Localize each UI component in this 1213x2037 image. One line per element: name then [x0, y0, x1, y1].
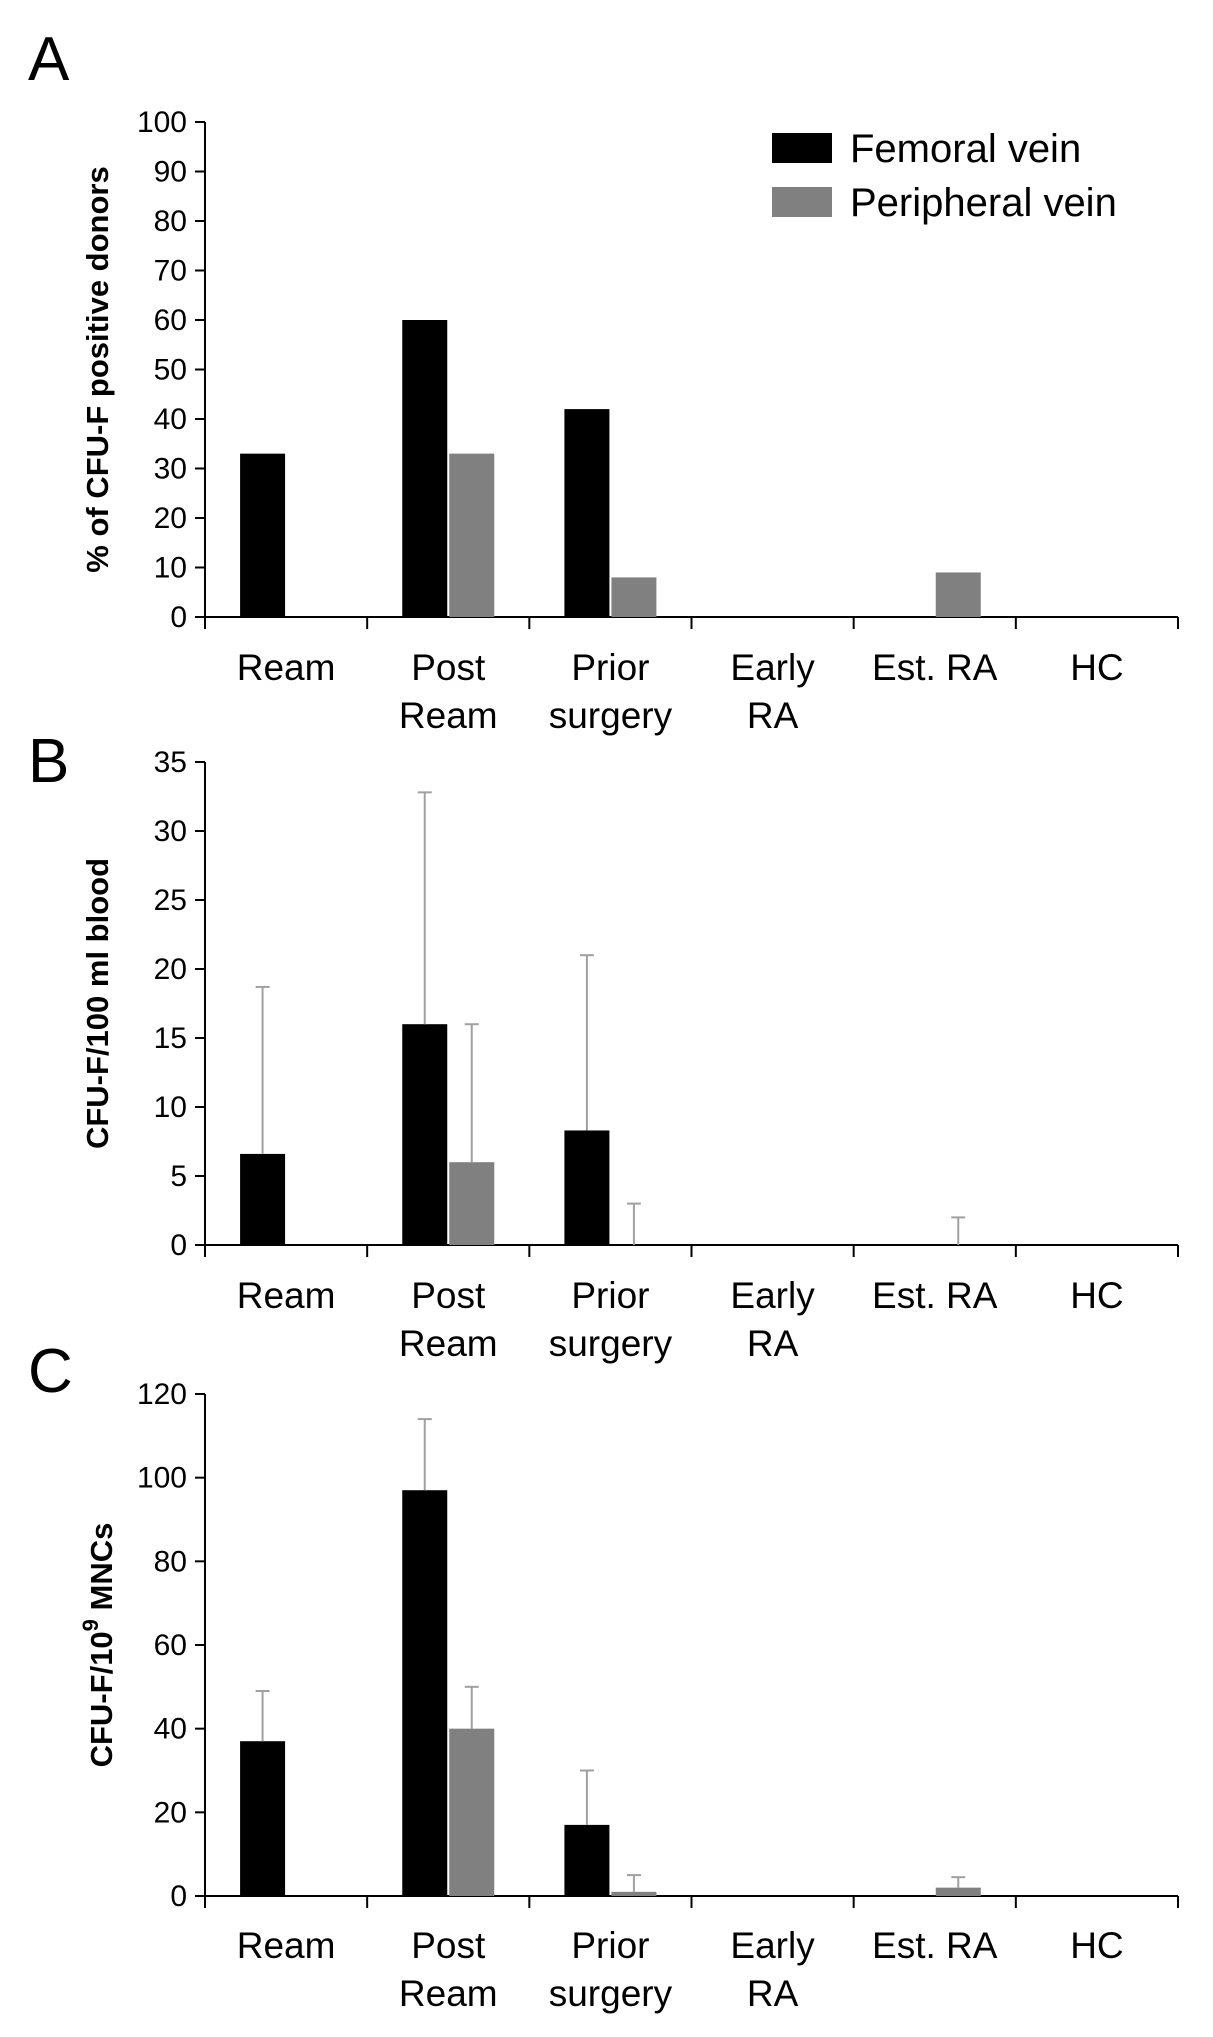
x-category-label: Prior — [571, 1275, 649, 1316]
y-tick-label: 60 — [154, 1629, 187, 1662]
y-tick-label: 25 — [154, 884, 187, 917]
y-axis-label: CFU-F/109 MNCs — [78, 1523, 119, 1768]
panel-c: C 0 20 40 60 80 100 120 Ream Post Ream Prior surgery… — [28, 1337, 1179, 2014]
bar-femoral — [240, 1153, 286, 1245]
x-category-label: Early — [730, 1925, 815, 1966]
y-axis-label: CFU-F/100 ml blood — [80, 858, 115, 1149]
y-tick-label: 5 — [170, 1160, 187, 1193]
y-tick-label: 30 — [154, 815, 187, 848]
x-category-label: Post — [411, 647, 486, 688]
y-tick-label: 30 — [154, 453, 187, 486]
legend-label: Femoral vein — [850, 127, 1081, 171]
x-category-label: HC — [1070, 1275, 1123, 1316]
bar-femoral — [402, 320, 448, 617]
x-category-label: Ream — [399, 1323, 498, 1364]
y-tick-label: 40 — [154, 403, 187, 436]
bar-peripheral — [449, 1728, 495, 1896]
x-category-label: surgery — [549, 695, 673, 736]
y-tick-label: 100 — [137, 1462, 187, 1495]
bar-peripheral — [449, 453, 495, 617]
y-axis-label-prefix: CFU-F/10 — [84, 1631, 119, 1767]
x-category-label: Prior — [571, 647, 649, 688]
panel-letter: A — [28, 25, 70, 94]
y-tick-label: 20 — [154, 953, 187, 986]
legend-label: Peripheral vein — [850, 181, 1117, 225]
x-category-label: HC — [1070, 1925, 1123, 1966]
x-category-label: Ream — [399, 695, 498, 736]
x-category-label: surgery — [549, 1323, 673, 1364]
y-tick-label: 90 — [154, 156, 187, 189]
y-tick-label: 35 — [154, 746, 187, 779]
x-category-label: Ream — [399, 1973, 498, 2014]
y-tick-label: 0 — [170, 601, 187, 634]
y-tick-label: 0 — [170, 1229, 187, 1262]
bar-peripheral — [935, 1887, 981, 1896]
bar-femoral — [564, 1130, 610, 1245]
x-category-label: Prior — [571, 1925, 649, 1966]
bar-femoral — [240, 453, 286, 617]
x-category-label: Ream — [237, 647, 336, 688]
x-category-label: Est. RA — [872, 1925, 998, 1966]
panel-b: B 0 5 10 15 20 25 30 35 Ream Post Ream Prior surgery E… — [28, 727, 1179, 1364]
x-category-label: Early — [730, 647, 815, 688]
bar-femoral — [564, 1824, 610, 1896]
y-tick-label: 15 — [154, 1022, 187, 1055]
x-category-label: RA — [747, 695, 799, 736]
y-axis-label: % of CFU-F positive donors — [80, 166, 115, 572]
y-tick-label: 120 — [137, 1378, 187, 1411]
y-tick-label: 0 — [170, 1880, 187, 1913]
y-tick-label: 80 — [154, 205, 187, 238]
bar-femoral — [564, 409, 610, 617]
y-tick-label: 100 — [137, 106, 187, 139]
y-tick-label: 10 — [154, 552, 187, 585]
x-category-label: Ream — [237, 1925, 336, 1966]
panel-a: A 0 10 20 30 40 50 60 70 80 90 100 Ream Post Ream Prior… — [28, 25, 1179, 736]
y-tick-label: 20 — [154, 502, 187, 535]
bar-peripheral — [611, 1891, 657, 1896]
bar-femoral — [402, 1024, 448, 1245]
bar-peripheral — [611, 577, 657, 617]
y-tick-label: 80 — [154, 1545, 187, 1578]
bar-femoral — [240, 1741, 286, 1896]
legend: Femoral vein Peripheral vein — [772, 127, 1117, 225]
y-tick-label: 50 — [154, 354, 187, 387]
x-category-label: Est. RA — [872, 1275, 998, 1316]
bar-femoral — [402, 1490, 448, 1896]
legend-swatch — [772, 187, 832, 217]
x-category-label: Post — [411, 1925, 486, 1966]
y-tick-label: 40 — [154, 1713, 187, 1746]
x-category-label: Early — [730, 1275, 815, 1316]
bar-peripheral — [449, 1162, 495, 1245]
y-tick-label: 20 — [154, 1796, 187, 1829]
x-category-label: Post — [411, 1275, 486, 1316]
x-category-label: RA — [747, 1973, 799, 2014]
panel-letter: C — [28, 1337, 73, 1406]
x-category-label: Est. RA — [872, 647, 998, 688]
legend-swatch — [772, 133, 832, 163]
bar-peripheral — [935, 572, 981, 617]
y-axis-label-suffix: MNCs — [84, 1523, 119, 1619]
y-axis-label-superscript: 9 — [78, 1619, 103, 1631]
panel-letter: B — [28, 727, 69, 796]
x-category-label: Ream — [237, 1275, 336, 1316]
y-tick-label: 10 — [154, 1091, 187, 1124]
x-category-label: surgery — [549, 1973, 673, 2014]
x-category-label: HC — [1070, 647, 1123, 688]
x-category-label: RA — [747, 1323, 799, 1364]
y-tick-label: 60 — [154, 304, 187, 337]
y-tick-label: 70 — [154, 255, 187, 288]
